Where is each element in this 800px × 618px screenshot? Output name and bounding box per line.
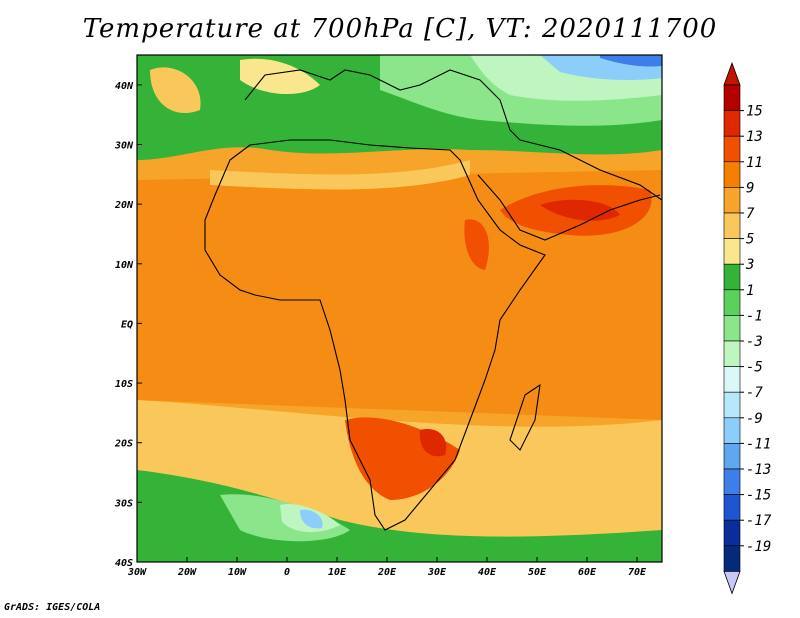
colorbar-box — [723, 315, 741, 342]
africa-coastline — [204, 139, 546, 531]
colorbar-box — [723, 212, 741, 239]
field-atlas-yellow — [150, 67, 201, 114]
arabia-coast — [477, 174, 661, 241]
lat-label: 20N — [114, 200, 134, 211]
lat-label: EQ — [121, 319, 133, 330]
madagascar — [509, 383, 541, 451]
field-ethiopia-hot — [464, 219, 489, 270]
colorbar-level-label: 13 — [746, 129, 763, 145]
field-south-blue — [300, 509, 323, 529]
colorbar-box — [723, 84, 741, 111]
lon-label: 10E — [328, 567, 347, 578]
colorbar-box — [723, 519, 741, 547]
colorbar-level-label: 5 — [746, 232, 754, 248]
field-band-9to11 — [137, 170, 662, 420]
lon-label: 60E — [578, 567, 597, 578]
colorbar-box — [723, 187, 741, 214]
lon-label: 30E — [427, 567, 447, 578]
colorbar-bottom-arrow — [723, 571, 741, 595]
colorbar-box — [723, 366, 741, 393]
lon-label: 20E — [377, 567, 397, 578]
colorbar-box — [723, 135, 741, 163]
colorbar-box — [723, 110, 741, 137]
colorbar-box — [723, 263, 741, 291]
colorbar: 15 13 11 9 7 5 3 1 -1 -3 -5 -7 -9 -11 -13 -15 -17 -19 — [723, 61, 772, 595]
colorbar-box — [723, 468, 741, 495]
colorbar-level-label: 11 — [746, 155, 763, 171]
lon-label: 50E — [528, 567, 547, 578]
lon-label: 40E — [478, 567, 497, 578]
lat-label: 30N — [114, 140, 134, 151]
lat-label: 10N — [115, 260, 134, 271]
temperature-field — [137, 55, 662, 562]
colorbar-box — [723, 161, 741, 188]
colorbar-box — [723, 417, 741, 444]
lon-label: 10W — [228, 567, 247, 578]
lat-label: 30S — [114, 498, 133, 509]
field-sahel-yellow — [210, 160, 470, 190]
field-zambezi-hot — [419, 429, 447, 457]
colorbar-level-label: -17 — [746, 513, 772, 529]
colorbar-level-label: -9 — [746, 411, 763, 427]
chart-title: Temperature at 700hPa [C], VT: 202011170… — [82, 14, 718, 44]
field-south-green — [137, 470, 662, 562]
colorbar-box — [723, 391, 741, 419]
colorbar-level-label: 1 — [746, 283, 754, 299]
field-iberia-yellow — [240, 58, 320, 95]
colorbar-box — [723, 340, 741, 367]
colorbar-level-label: 3 — [745, 257, 754, 273]
europe-coast — [244, 69, 662, 201]
lon-label: 30W — [127, 567, 147, 578]
colorbar-box — [723, 494, 741, 521]
colorbar-level-label: -3 — [746, 334, 763, 350]
colorbar-level-label: -13 — [746, 462, 771, 478]
lat-label: 40S — [115, 558, 133, 569]
colorbar-box — [723, 545, 741, 572]
lon-label: 20W — [177, 567, 197, 578]
colorbar-level-label: 15 — [746, 104, 763, 120]
lat-label: 10S — [115, 379, 133, 390]
colorbar-top-arrow — [723, 61, 741, 86]
coastlines — [204, 69, 662, 531]
lon-label: 70E — [628, 567, 647, 578]
colorbar-level-label: -11 — [746, 436, 771, 452]
map-axes: 30W 20W 10W 0 10E 20E 30E 40E 50E 60E 70E 40N 30N 20N… — [114, 81, 647, 578]
colorbar-level-label: 7 — [746, 206, 755, 222]
lon-label: 0 — [284, 567, 290, 578]
colorbar-level-label: -15 — [746, 488, 771, 504]
colorbar-level-label: -5 — [746, 360, 763, 376]
colorbar-box — [723, 238, 741, 265]
plot-frame — [136, 54, 663, 563]
colorbar-level-label: 9 — [746, 180, 754, 196]
colorbar-box — [723, 289, 741, 316]
colorbar-level-label: -1 — [746, 308, 763, 324]
colorbar-level-label: -19 — [746, 539, 771, 555]
lat-label: 20S — [114, 439, 133, 450]
field-north-darkblue — [600, 55, 662, 67]
lat-label: 40N — [115, 81, 134, 92]
colorbar-box — [723, 443, 741, 470]
grads-footer: GrADS: IGES/COLA — [4, 602, 101, 613]
colorbar-level-label: -7 — [746, 385, 763, 401]
